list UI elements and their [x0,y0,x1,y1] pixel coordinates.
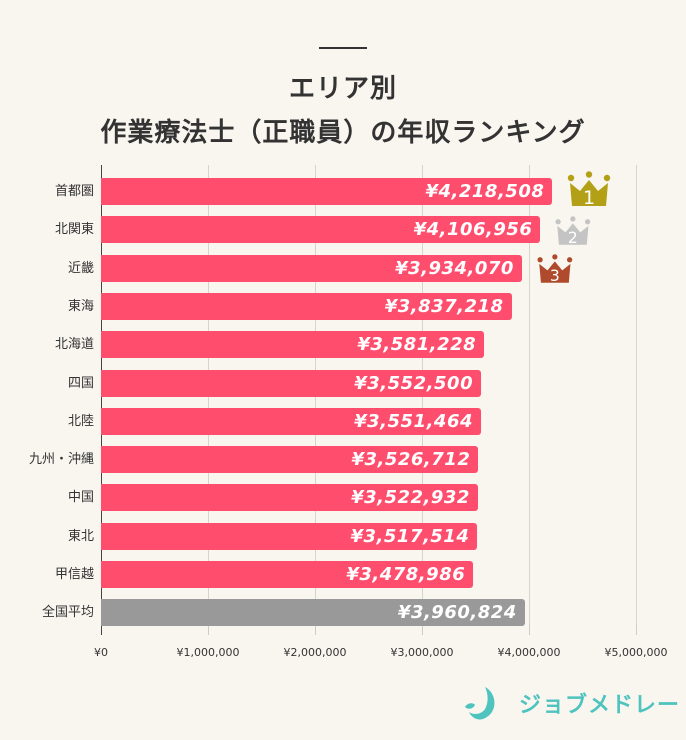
data-bar: ¥3,934,070 [101,254,522,282]
category-label: 中国 [67,490,94,506]
value-label: ¥3,478,986 [346,564,466,585]
value-label: ¥3,551,464 [354,410,473,432]
logo-text: ジョブメドレー [519,693,681,718]
value-label: ¥3,526,712 [351,449,471,471]
svg-text:2: 2 [568,229,578,245]
x-gridline [529,165,530,625]
average-bar: ¥3,960,824 [101,599,525,627]
value-label: ¥3,837,218 [384,295,504,317]
data-bar: ¥3,552,500 [101,369,482,397]
x-tick-label: ¥0 [94,646,108,659]
category-label: 近畿 [67,260,94,276]
y-axis-line [101,165,102,635]
data-bar: ¥3,517,514 [101,522,478,550]
svg-text:1: 1 [583,187,595,207]
category-label: 北陸 [67,413,94,429]
category-label: 北関東 [54,222,94,238]
gold-crown-icon: 1 [566,171,612,211]
value-label: ¥3,581,228 [357,334,477,356]
x-tick-label: ¥4,000,000 [497,646,561,659]
value-label: ¥3,552,500 [354,372,474,394]
value-label: ¥3,517,514 [350,525,470,547]
jobmedley-logo: ジョブメドレー [463,685,680,721]
x-tick-label: ¥5,000,000 [604,646,668,659]
logo-mark-icon [465,687,495,720]
data-bar: ¥3,581,228 [101,331,485,359]
category-label: 九州・沖縄 [28,452,94,468]
category-label: 全国平均 [41,605,94,621]
x-tick-label: ¥3,000,000 [390,646,454,659]
data-bar: ¥3,837,218 [101,292,512,320]
data-bar: ¥3,478,986 [101,561,474,588]
x-gridline [636,165,637,625]
chart-title-line2: 作業療法士（正職員）の年収ランキング [100,118,586,148]
category-label: 北海道 [54,337,94,353]
chart-title-line1: エリア別 [288,74,397,104]
silver-crown-icon: 2 [554,216,592,250]
svg-text:3: 3 [550,267,560,283]
x-tick [529,625,530,635]
category-label: 甲信越 [54,567,94,582]
category-label: 首都圏 [54,184,94,199]
x-tick [208,625,209,635]
data-bar: ¥3,526,712 [101,446,479,474]
x-tick [422,625,423,635]
category-label: 東海 [67,298,94,314]
bronze-crown-icon: 3 [536,254,574,288]
data-bar: ¥3,522,932 [101,484,478,512]
title-decoration-line [319,47,367,49]
x-tick [636,625,637,635]
category-label: 四国 [67,375,94,391]
value-label: ¥3,522,932 [351,487,470,509]
value-label: ¥3,934,070 [395,257,514,279]
value-label: ¥3,960,824 [397,602,517,624]
category-label: 東北 [67,528,94,544]
data-bar: ¥4,106,956 [101,216,541,244]
value-label: ¥4,106,956 [413,219,533,241]
x-tick-label: ¥2,000,000 [283,646,347,659]
data-bar: ¥4,218,508 [101,178,553,205]
data-bar: ¥3,551,464 [101,407,481,435]
x-tick-label: ¥1,000,000 [176,646,240,659]
value-label: ¥4,218,508 [425,181,545,202]
x-tick [315,625,316,635]
